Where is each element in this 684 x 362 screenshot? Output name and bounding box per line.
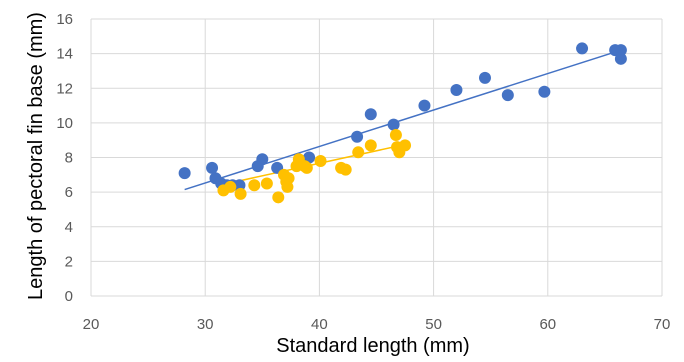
data-point-series-1 [206,161,219,174]
data-point-series-2 [260,177,273,190]
data-point-series-1 [351,130,364,143]
x-tick-labels: 20 30 40 50 60 70 [83,316,671,333]
data-point-series-1 [418,99,431,112]
data-point-series-1 [538,85,551,98]
data-point-series-1 [614,44,627,57]
data-point-series-1 [478,71,491,84]
y-tick-label: 14 [56,46,73,63]
data-point-series-2 [300,161,313,174]
data-point-series-2 [234,187,247,200]
data-point-series-1 [178,167,191,180]
data-point-series-1 [576,42,589,55]
y-tick-label: 2 [65,253,73,270]
y-tick-label: 6 [65,184,73,201]
data-point-series-1 [387,118,400,131]
y-tick-label: 4 [65,219,73,236]
y-axis-title: Length of pectoral fin base (mm) [25,12,47,300]
y-tick-labels: 0 2 4 6 8 10 12 14 16 [56,11,73,305]
y-tick-label: 16 [56,11,73,28]
gridlines [90,18,663,297]
data-point-series-1 [614,52,627,65]
x-tick-label: 20 [83,316,100,333]
trendline-series-2 [223,143,406,186]
data-points [178,42,627,204]
data-point-series-2 [248,179,261,192]
data-point-series-2 [352,146,365,159]
x-tick-label: 70 [654,316,671,333]
y-tick-label: 8 [65,150,73,167]
x-tick-label: 40 [311,316,328,333]
x-tick-label: 60 [539,316,556,333]
y-tick-label: 0 [65,288,73,305]
data-point-series-2 [272,191,285,204]
data-point-series-1 [450,83,463,96]
data-point-series-2 [399,139,412,152]
data-point-series-2 [389,128,402,141]
data-point-series-1 [501,89,514,102]
trendlines [184,49,622,191]
data-point-series-2 [364,139,377,152]
data-point-series-2 [224,180,237,193]
data-point-series-2 [339,163,352,176]
x-tick-label: 30 [197,316,214,333]
x-tick-label: 50 [425,316,442,333]
data-point-series-1 [364,108,377,121]
y-tick-label: 12 [56,80,73,97]
data-point-series-1 [256,153,269,166]
y-tick-label: 10 [56,115,73,132]
data-point-series-2 [314,154,327,167]
trendline-series-1 [184,49,622,191]
data-point-series-2 [282,172,295,185]
x-axis-title: Standard length (mm) [276,335,469,357]
